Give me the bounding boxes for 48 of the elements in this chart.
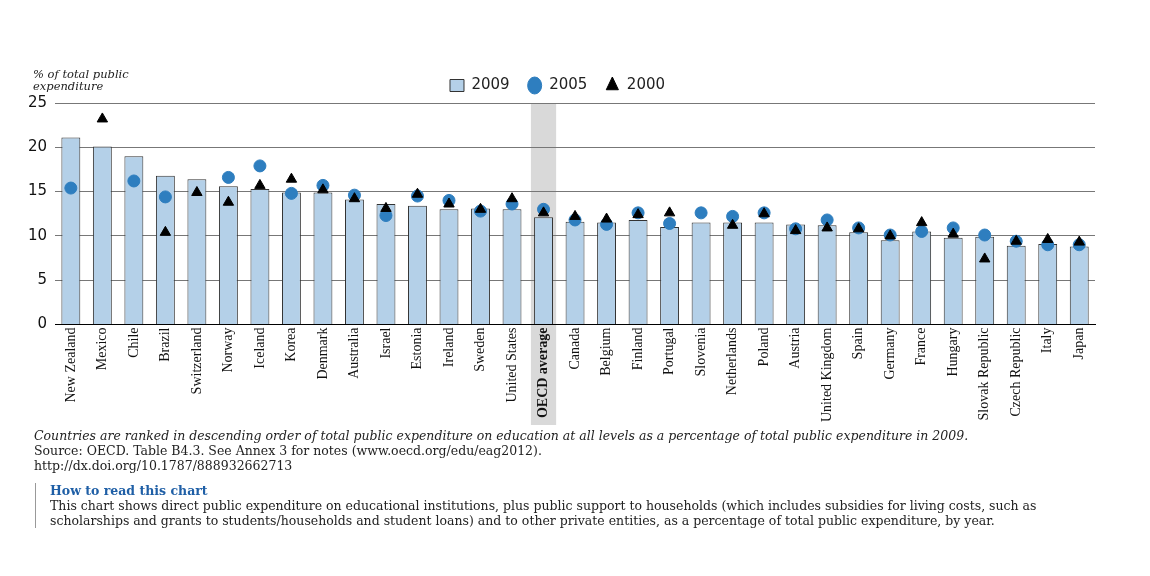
source-note: Source: OECD. Table B4.3. See Annex 3 for notes (www.oecd.org/edu/eag2012). — [34, 443, 543, 458]
x-tick-label: OECD average — [535, 327, 551, 419]
x-tick-label: Norway — [220, 327, 236, 373]
legend-label: 2005 — [549, 75, 588, 94]
text: Countries are ranked in descending order of total public expenditure on education at all levels as a percentage of total public expenditure in 2009. — [34, 428, 970, 443]
x-tick-label: Mexico — [94, 327, 110, 371]
x-tick-label: Sweden — [472, 327, 488, 372]
text: How to read this chart — [50, 483, 209, 498]
x-tick-label: Belgium — [598, 327, 614, 376]
x-tick-label: Canada — [566, 326, 582, 370]
x-tick-label: Brazil — [157, 327, 173, 362]
y-axis-title: % of total public expenditure — [33, 67, 130, 93]
y-tick-label: 0 — [37, 314, 48, 333]
x-tick-label: Japan — [1070, 327, 1086, 360]
x-tick-label: Australia — [346, 326, 362, 379]
x-tick-label: Germany — [881, 327, 897, 380]
text: This chart shows direct public expenditure on educational institutions, plus public support to households (which includes subsidies for living costs, such as scholarships and grants to students/households and student loans) and to other private entities, as a percentage of total public expenditure, by year. — [50, 498, 1038, 528]
x-tick-label: New Zealand — [62, 327, 78, 403]
legend-label: 2009 — [471, 75, 510, 94]
x-tick-label: Switzerland — [188, 327, 204, 395]
legend-label: 2000 — [626, 75, 666, 94]
x-tick-label: Finland — [629, 327, 645, 371]
x-tick-label: France — [913, 327, 929, 366]
y-tick-label: 20 — [27, 137, 48, 156]
x-tick-label: Iceland — [251, 327, 267, 369]
x-tick-label: Chile — [125, 327, 141, 358]
x-tick-label: Czech Republic — [1007, 327, 1023, 417]
x-tick-label: Korea — [283, 326, 299, 362]
x-tick-label: Slovenia — [692, 326, 708, 377]
x-tick-label: Austria — [787, 326, 803, 369]
x-tick-label: Ireland — [440, 327, 456, 368]
y-tick-label: 15 — [27, 181, 48, 200]
x-tick-label: Spain — [850, 327, 866, 360]
x-tick-label: Hungary — [944, 327, 960, 377]
x-tick-label: Slovak Republic — [976, 327, 992, 421]
y-tick-label: 5 — [37, 270, 48, 289]
x-tick-label: Estonia — [409, 326, 425, 370]
x-tick-label: United Kingdom — [818, 327, 834, 423]
text: http://dx.doi.org/10.1787/888932662713 — [34, 458, 294, 473]
y-tick-label: 10 — [27, 225, 48, 244]
x-tick-label: Netherlands — [724, 327, 740, 396]
x-tick-label: United States — [503, 327, 519, 403]
x-tick-label: Italy — [1039, 327, 1055, 354]
x-tick-label: Poland — [755, 327, 771, 367]
x-tick-label: Portugal — [661, 327, 677, 375]
y-tick-label: 25 — [27, 92, 48, 111]
x-tick-label: Israel — [377, 327, 393, 359]
x-tick-label: Denmark — [314, 327, 330, 380]
